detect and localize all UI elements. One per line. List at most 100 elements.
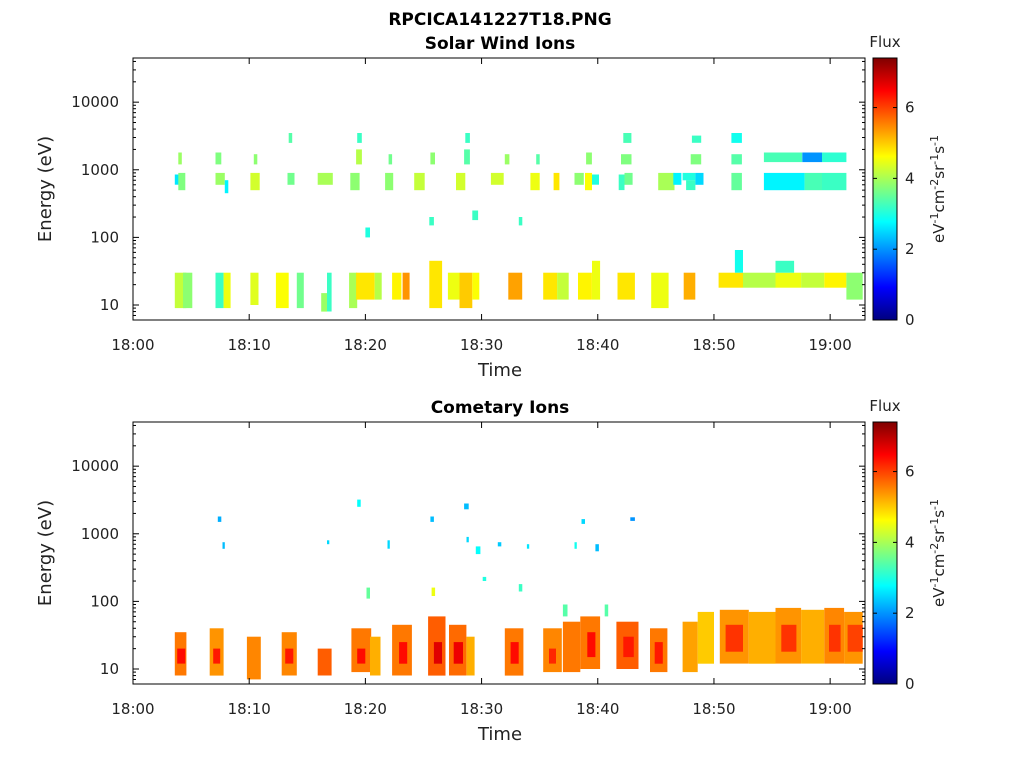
- flux-cell: [429, 260, 443, 309]
- flux-cell: [604, 604, 609, 617]
- flux-cell: [414, 172, 425, 191]
- flux-cell: [562, 621, 581, 673]
- colorbar-cometary: [872, 421, 898, 685]
- cometary-ions-panel: Cometary Ions 18:00 18:10 18:20 18:30 18:40 1…: [35, 397, 948, 745]
- flux-cell: [682, 172, 696, 181]
- x-axis-label-cometary: Time: [477, 724, 522, 745]
- flux-cell: [690, 154, 702, 165]
- colorbar-tick-label: 0: [905, 311, 915, 329]
- flux-cell: [288, 133, 293, 143]
- flux-cell: [543, 272, 558, 300]
- flux-cell: [285, 648, 294, 664]
- flux-cell: [654, 642, 663, 664]
- flux-cell: [374, 272, 382, 300]
- flux-cell: [466, 536, 469, 543]
- flux-cell: [549, 648, 556, 664]
- flux-cell: [317, 172, 333, 185]
- flux-cell: [275, 272, 289, 309]
- flux-cell: [459, 272, 473, 309]
- flux-cell: [357, 499, 361, 507]
- solar-wind-cells: [174, 133, 863, 312]
- flux-cell: [349, 272, 358, 309]
- flux-cell: [366, 587, 370, 599]
- flux-cell: [695, 172, 704, 185]
- x-tick-label: 19:00: [809, 336, 852, 354]
- flux-cell: [223, 272, 231, 309]
- flux-cell: [388, 154, 393, 165]
- flux-cell: [621, 154, 632, 165]
- x-tick-label: 18:10: [228, 336, 271, 354]
- flux-cell: [224, 180, 229, 194]
- colorbar-tick-label: 2: [905, 604, 915, 622]
- flux-cell: [518, 217, 523, 226]
- flux-cell: [557, 272, 569, 300]
- flux-cell: [587, 632, 596, 658]
- flux-cell: [725, 624, 743, 652]
- flux-cell: [215, 152, 222, 165]
- flux-cell: [595, 544, 599, 552]
- x-tick-label: 18:20: [344, 336, 387, 354]
- flux-cell: [222, 542, 225, 549]
- x-axis-label-solar-wind: Time: [477, 360, 522, 381]
- flux-cell: [731, 172, 742, 191]
- flux-cell: [178, 172, 186, 191]
- colorbar-tick-label: 0: [905, 675, 915, 693]
- flux-cell: [217, 516, 222, 522]
- flux-cell: [526, 544, 530, 549]
- flux-cell: [697, 611, 714, 664]
- colorbar-tick-label: 2: [905, 240, 915, 258]
- x-tick-label: 18:50: [692, 336, 735, 354]
- y-tick-label: 10: [100, 660, 119, 678]
- flux-cell: [174, 174, 180, 185]
- flux-cell: [553, 172, 560, 191]
- flux-cell: [683, 272, 696, 300]
- y-ticks-cometary: 10 100 1000 10000: [71, 424, 865, 685]
- y-axis-label-solar-wind: Energy (eV): [35, 136, 56, 242]
- x-tick-label: 18:30: [460, 700, 503, 718]
- flux-cell: [801, 609, 825, 664]
- flux-cell: [718, 272, 743, 288]
- colorbar-tick-label: 6: [905, 99, 915, 117]
- x-tick-label: 18:00: [111, 700, 154, 718]
- flux-cell: [356, 272, 375, 300]
- flux-cell: [618, 174, 625, 191]
- flux-cell: [365, 227, 370, 238]
- flux-cell: [624, 172, 633, 185]
- flux-cell: [430, 152, 435, 165]
- flux-cell: [250, 272, 259, 305]
- flux-cell: [574, 172, 584, 185]
- flux-cell: [682, 621, 698, 673]
- flux-cell: [781, 624, 797, 652]
- flux-cell: [430, 516, 434, 522]
- flux-cell: [497, 542, 502, 547]
- flux-cell: [392, 272, 402, 300]
- flux-cell: [592, 260, 601, 300]
- flux-cell: [246, 636, 261, 680]
- flux-cell: [801, 272, 825, 288]
- flux-cell: [585, 172, 592, 191]
- flux-cell: [775, 272, 802, 288]
- flux-cell: [183, 272, 193, 309]
- flux-cell: [472, 210, 479, 221]
- colorbar-tick-label: 4: [905, 533, 915, 551]
- flux-cell: [464, 149, 470, 165]
- y-tick-label: 1000: [81, 525, 119, 543]
- colorbar-ticks-cometary: 0 2 4 6: [873, 463, 915, 693]
- flux-cell: [447, 272, 460, 300]
- flux-cell: [518, 584, 523, 592]
- flux-cell: [453, 642, 463, 664]
- flux-cell: [387, 540, 390, 549]
- flux-cell: [321, 293, 327, 312]
- flux-cell: [465, 133, 470, 143]
- flux-cell: [802, 152, 823, 163]
- x-ticks-solar-wind: 18:00 18:10 18:20 18:30 18:40 18:50 19:00: [111, 58, 852, 354]
- flux-cell: [574, 542, 577, 549]
- flux-cell: [475, 546, 481, 555]
- flux-cell: [822, 152, 847, 163]
- flux-cell: [466, 636, 475, 676]
- figure-title: RPCICA141227T18.PNG: [388, 10, 611, 30]
- colorbar-solar-wind: [872, 57, 898, 321]
- flux-cell: [734, 250, 743, 273]
- flux-cell: [824, 272, 847, 288]
